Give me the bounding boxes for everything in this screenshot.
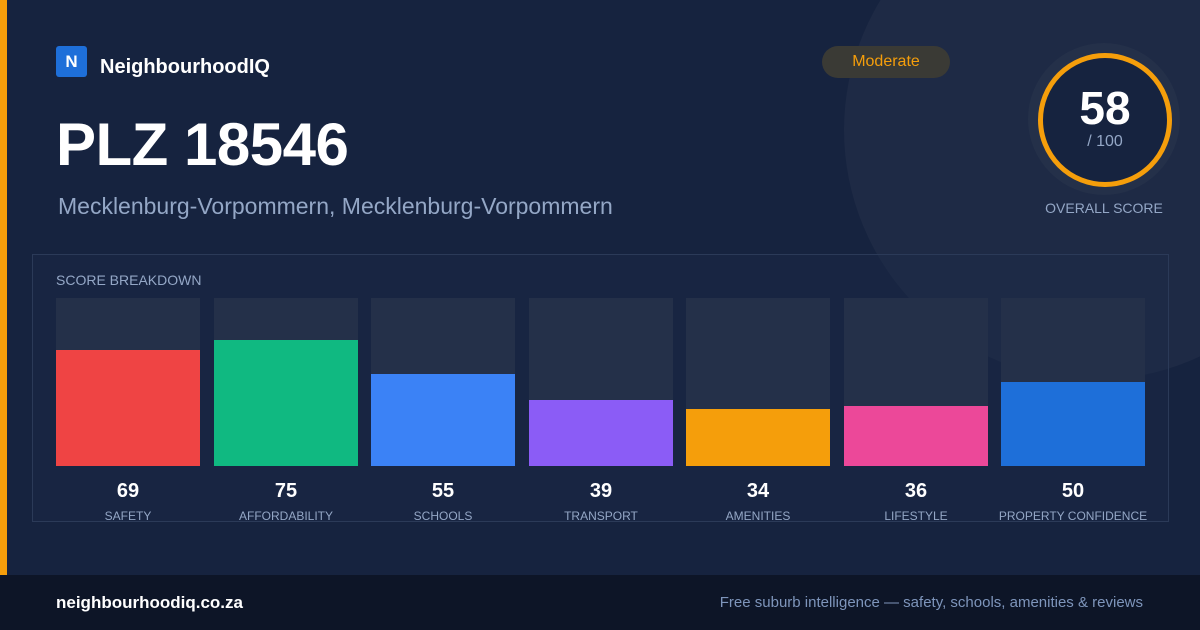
score-bar-value: 39 — [589, 480, 613, 502]
overall-score-max: / 100 — [1087, 133, 1123, 150]
score-bar-track — [56, 298, 200, 466]
score-bar-column: 69 SAFETY — [56, 298, 200, 523]
score-bar-fill — [529, 400, 673, 466]
score-bar-column: 55 SCHOOLS — [371, 298, 515, 523]
score-bar-value: 75 — [274, 480, 298, 502]
score-bar-track — [529, 298, 673, 466]
score-bar-value: 36 — [904, 480, 928, 502]
score-bar-label: AFFORDABILITY — [238, 509, 333, 523]
score-bar-label: SAFETY — [104, 509, 152, 523]
overall-score-caption: OVERALL SCORE — [1045, 200, 1163, 216]
score-bar-fill — [214, 340, 358, 466]
score-bar-track — [844, 298, 988, 466]
score-bar-value: 34 — [746, 480, 770, 502]
score-bar-fill — [844, 406, 988, 466]
footer-domain: neighbourhoodiq.co.za — [56, 593, 243, 612]
score-bar-column: 39 TRANSPORT — [529, 298, 673, 523]
page-subtitle: Mecklenburg-Vorpommern, Mecklenburg-Vorp… — [58, 193, 613, 219]
score-bar-track — [686, 298, 830, 466]
score-bar-column: 75 AFFORDABILITY — [214, 298, 358, 523]
score-bar-value: 50 — [1061, 480, 1085, 502]
score-breakdown-heading: SCORE BREAKDOWN — [56, 272, 202, 288]
score-bar-fill — [686, 409, 830, 466]
score-bar-label: AMENITIES — [725, 509, 791, 523]
footer-tagline: Free suburb intelligence — safety, schoo… — [719, 594, 1143, 611]
brand-name: NeighbourhoodIQ — [100, 56, 270, 78]
score-bar-column: 36 LIFESTYLE — [844, 298, 988, 523]
score-bar-track — [214, 298, 358, 466]
score-bar-fill — [371, 374, 515, 466]
overall-score-ring — [1038, 53, 1172, 187]
score-bar-label: SCHOOLS — [413, 509, 473, 523]
score-bar-fill — [56, 350, 200, 466]
score-bar-column: 34 AMENITIES — [686, 298, 830, 523]
page-title: PLZ 18546 — [56, 111, 349, 178]
score-bar-track — [1001, 298, 1145, 466]
score-bar-label: PROPERTY CONFIDENCE — [998, 509, 1148, 523]
score-bar-label: TRANSPORT — [564, 509, 638, 523]
score-bar-fill — [1001, 382, 1145, 466]
score-bar-column: 50 PROPERTY CONFIDENCE — [999, 298, 1147, 523]
overall-score-value: 58 — [1079, 82, 1131, 134]
score-bar-value: 69 — [116, 480, 140, 502]
brand-logo: N — [56, 46, 87, 77]
left-accent-bar — [0, 0, 7, 575]
status-badge: Moderate — [822, 46, 950, 78]
score-bar-track — [371, 298, 515, 466]
score-bar-label: LIFESTYLE — [884, 509, 948, 523]
footer — [0, 575, 1200, 630]
score-bar-value: 55 — [431, 480, 455, 502]
